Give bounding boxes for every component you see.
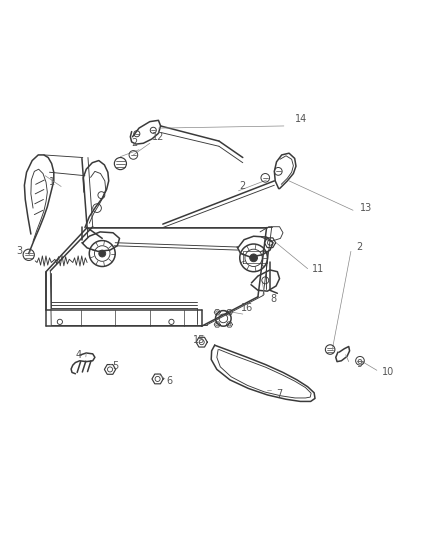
- Text: 4: 4: [75, 350, 81, 360]
- Text: 1: 1: [49, 177, 56, 187]
- Text: 11: 11: [312, 264, 325, 273]
- Circle shape: [250, 254, 258, 262]
- Text: 15: 15: [193, 335, 206, 345]
- Text: 10: 10: [381, 367, 394, 377]
- Text: HK: HK: [251, 255, 258, 260]
- Circle shape: [99, 250, 106, 257]
- Text: 5: 5: [112, 361, 118, 371]
- Text: 2: 2: [357, 242, 363, 252]
- Text: 9: 9: [357, 359, 363, 369]
- Text: 3: 3: [16, 246, 22, 256]
- Text: 12: 12: [152, 132, 165, 142]
- Text: 14: 14: [295, 115, 307, 125]
- Text: 2: 2: [240, 182, 246, 191]
- Text: 7: 7: [276, 389, 283, 399]
- Text: 13: 13: [360, 203, 372, 213]
- Text: 2: 2: [131, 138, 138, 148]
- Text: 16: 16: [241, 303, 253, 312]
- Text: 8: 8: [270, 294, 276, 304]
- Text: 6: 6: [166, 376, 172, 386]
